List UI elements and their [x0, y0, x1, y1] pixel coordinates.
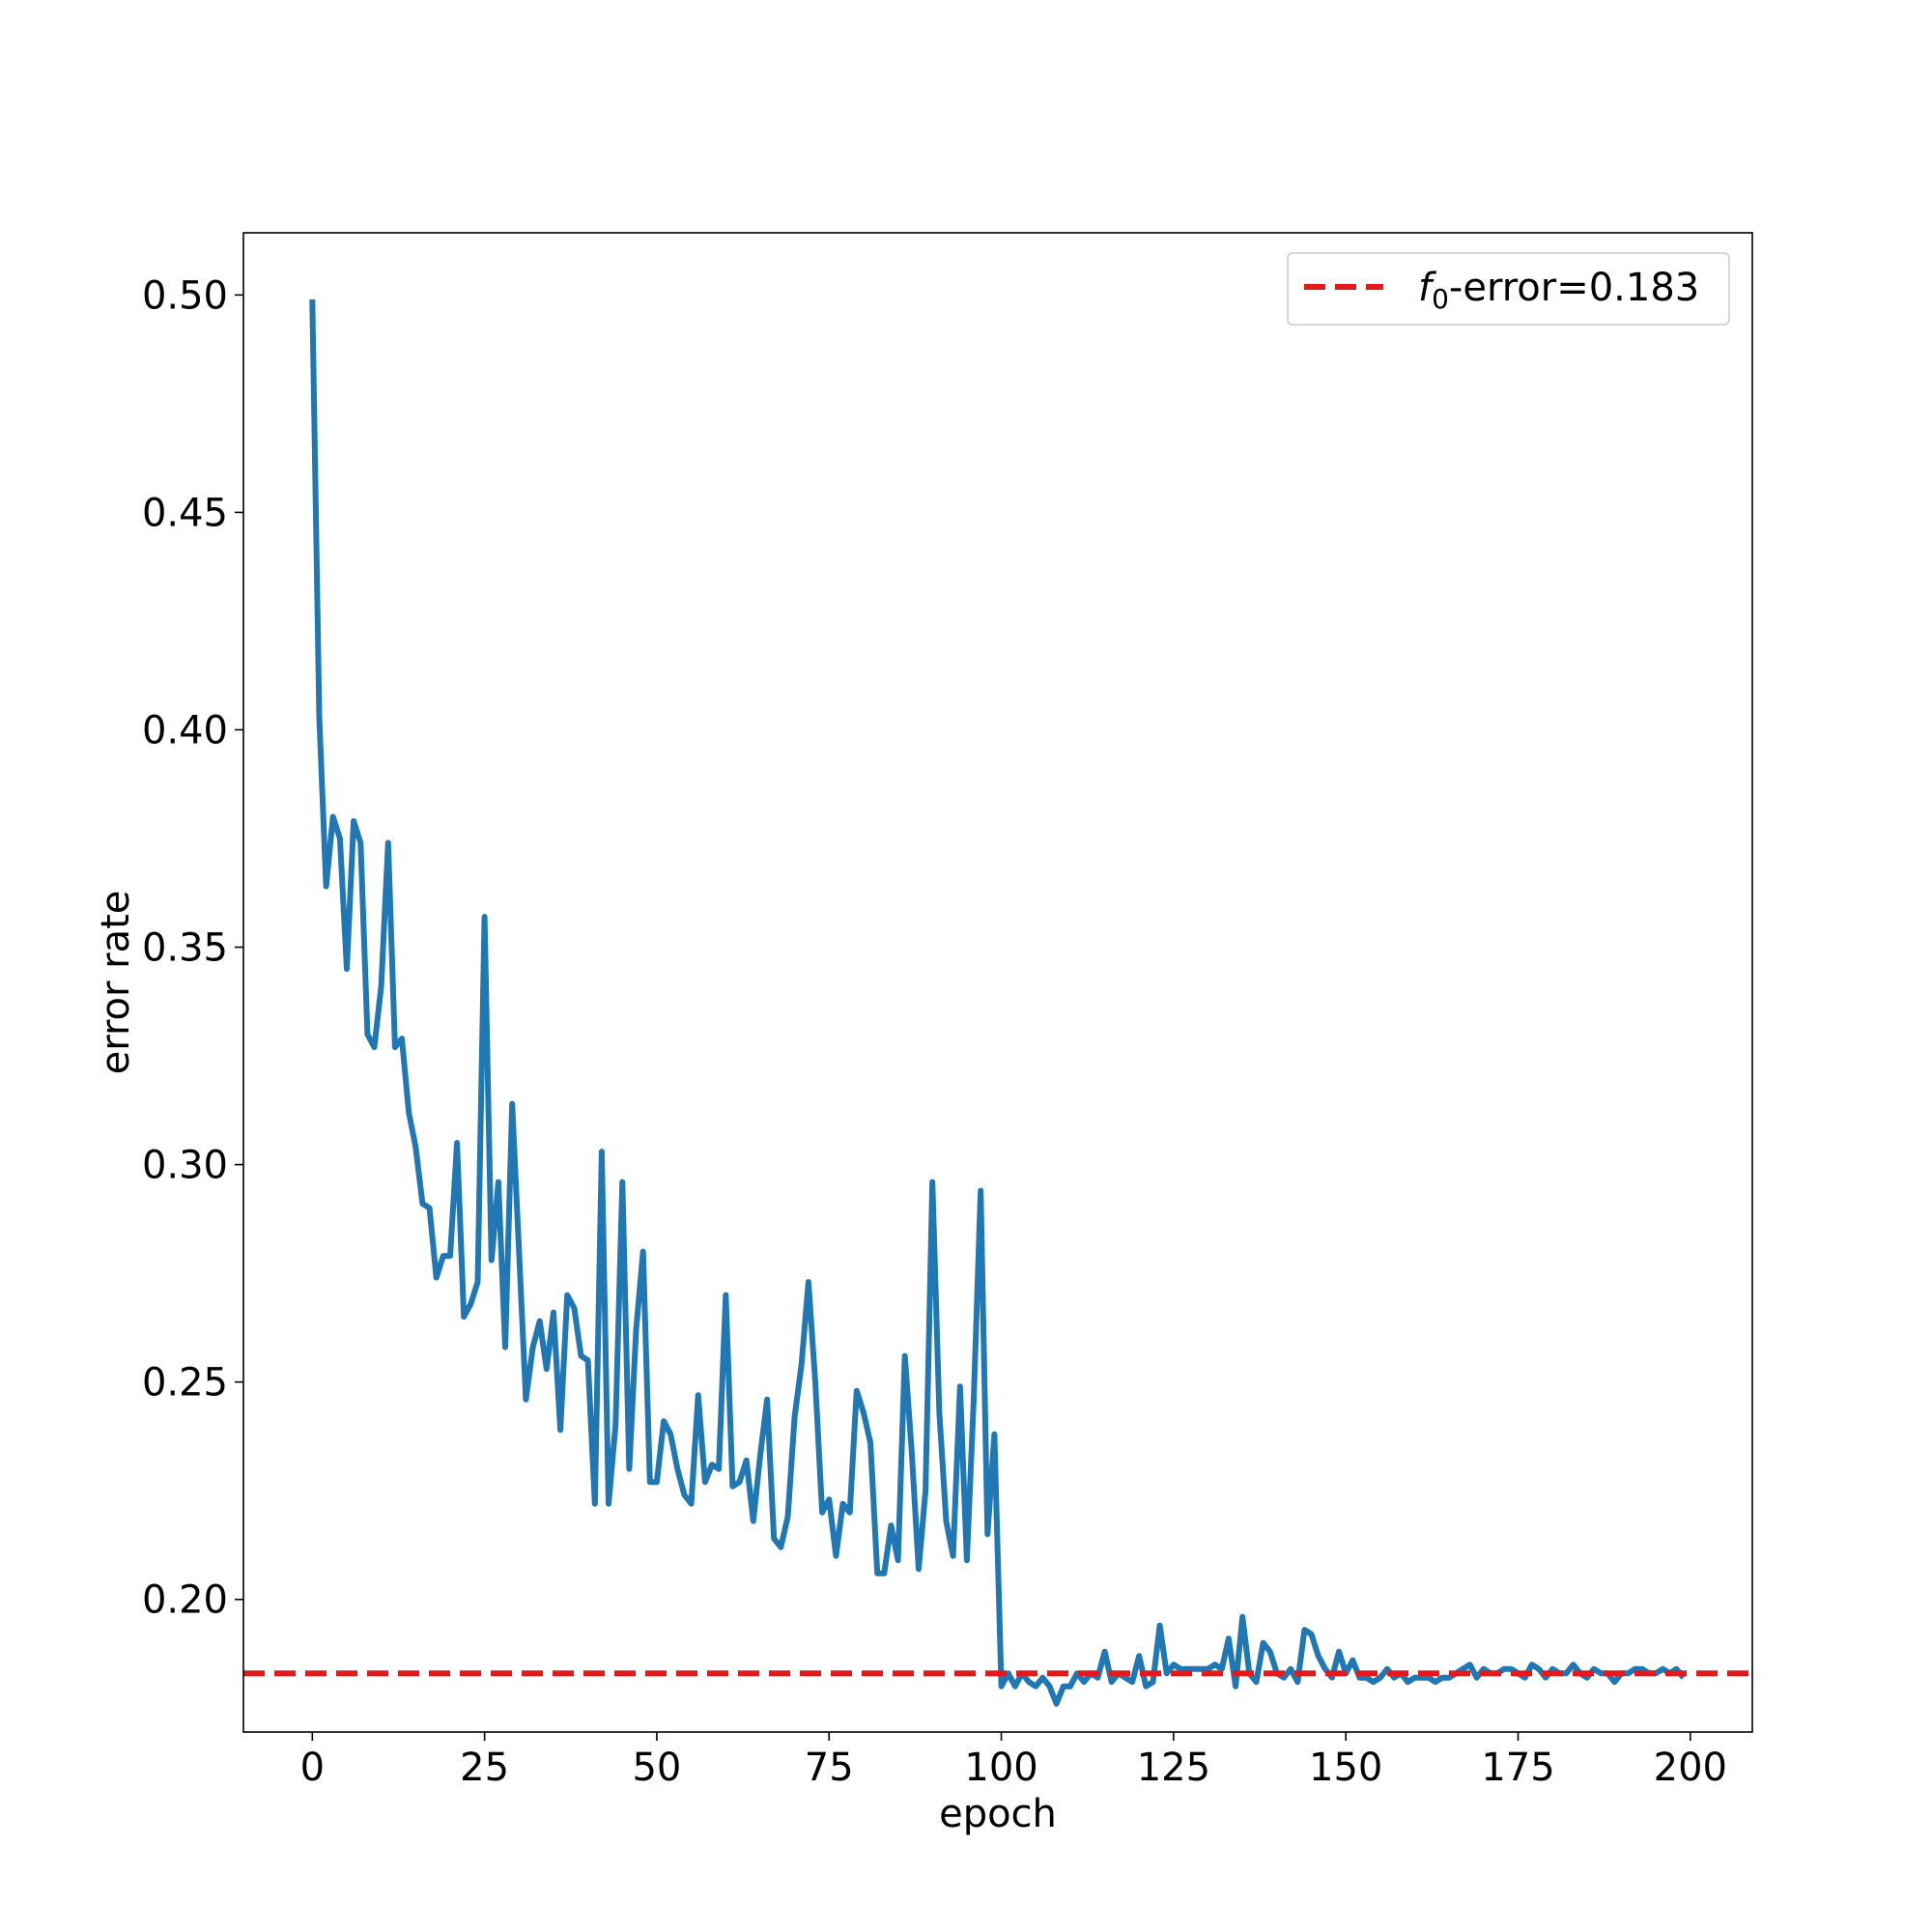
y-tick-label: 0.30 — [142, 1144, 228, 1188]
y-tick-label: 0.35 — [142, 926, 228, 971]
y-tick-label: 0.25 — [142, 1361, 228, 1406]
x-tick-label: 200 — [1654, 1746, 1727, 1790]
x-tick-label: 25 — [460, 1746, 509, 1790]
y-tick-label: 0.40 — [142, 708, 228, 753]
x-tick-label: 100 — [964, 1746, 1037, 1790]
y-axis-title: error rate — [94, 891, 138, 1075]
x-axis: 0 25 50 75 100 125 150 175 200 — [300, 1732, 1727, 1790]
x-tick-label: 75 — [805, 1746, 854, 1790]
y-axis: 0.20 0.25 0.30 0.35 0.40 0.45 0.50 — [142, 273, 243, 1623]
x-tick-label: 125 — [1137, 1746, 1210, 1790]
x-tick-label: 175 — [1481, 1746, 1554, 1790]
x-tick-label: 0 — [300, 1746, 325, 1790]
legend-label: f0-error=0.183 — [1418, 266, 1699, 315]
legend-box — [1287, 252, 1730, 326]
y-tick-label: 0.20 — [142, 1578, 228, 1623]
x-tick-label: 50 — [632, 1746, 681, 1790]
plot-lines — [243, 298, 1752, 1707]
y-tick-label: 0.45 — [142, 491, 228, 535]
x-axis-title: epoch — [939, 1792, 1057, 1836]
plot-frame — [242, 232, 1753, 1733]
legend: f0-error=0.183 — [1287, 252, 1730, 326]
x-tick-label: 150 — [1309, 1746, 1382, 1790]
y-tick-label: 0.50 — [142, 273, 228, 318]
